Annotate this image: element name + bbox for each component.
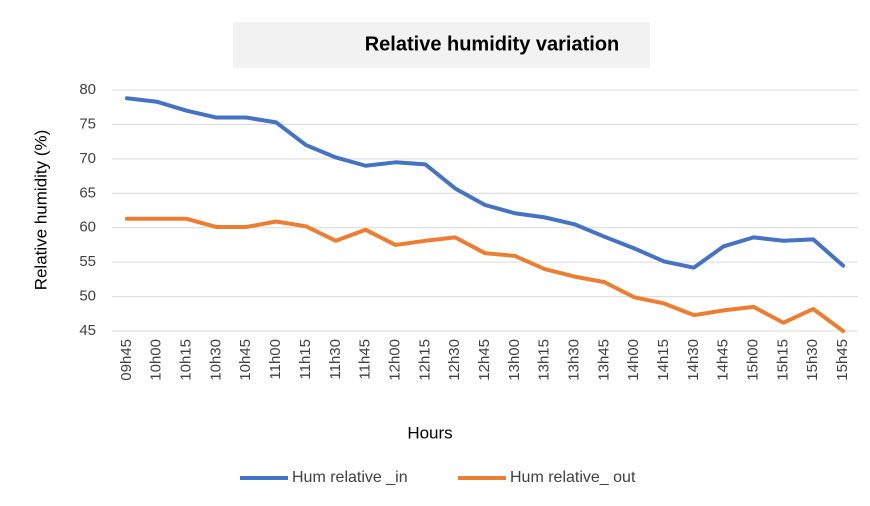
x-tick-label: 10h15 bbox=[178, 339, 195, 381]
x-tick-label: 14h15 bbox=[655, 339, 672, 381]
x-tick-label: 13h15 bbox=[536, 339, 553, 381]
x-tick-label: 12h45 bbox=[476, 339, 493, 381]
x-tick-label: 10h45 bbox=[237, 339, 254, 381]
x-tick-label: 13h00 bbox=[506, 339, 523, 381]
x-tick-label: 15h30 bbox=[804, 339, 821, 381]
x-axis-label: Hours bbox=[407, 423, 452, 442]
y-tick-label: 55 bbox=[79, 253, 96, 270]
legend-label: Hum relative _in bbox=[292, 469, 408, 486]
title-box bbox=[233, 22, 650, 68]
y-tick-label: 50 bbox=[79, 288, 96, 305]
x-tick-label: 11h15 bbox=[297, 339, 314, 380]
x-tick-label: 14h30 bbox=[685, 339, 702, 381]
x-tick-label: 09h45 bbox=[118, 339, 135, 381]
y-tick-label: 65 bbox=[79, 184, 96, 201]
y-tick-label: 45 bbox=[79, 322, 96, 339]
y-tick-label: 70 bbox=[79, 150, 96, 167]
legend-label: Hum relative_ out bbox=[510, 469, 636, 486]
x-tick-label: 15h15 bbox=[774, 339, 791, 381]
x-tick-label: 12h00 bbox=[386, 339, 403, 381]
y-tick-label: 60 bbox=[79, 219, 96, 236]
x-tick-label: 10h30 bbox=[207, 339, 224, 381]
x-tick-label: 10h00 bbox=[148, 339, 165, 381]
x-tick-label: 11h45 bbox=[357, 339, 374, 380]
x-tick-label: 13h45 bbox=[595, 339, 612, 381]
x-tick-label: 12h30 bbox=[446, 339, 463, 381]
y-axis-label: Relative humidity (%) bbox=[31, 130, 50, 291]
x-tick-label: 15h00 bbox=[745, 339, 762, 381]
x-tick-label: 15h45 bbox=[834, 339, 851, 381]
data-line bbox=[124, 216, 846, 333]
x-tick-label: 13h30 bbox=[565, 339, 582, 381]
x-tick-label: 11h30 bbox=[327, 339, 344, 380]
chart-title: Relative humidity variation bbox=[365, 33, 620, 55]
x-tick-label: 12h15 bbox=[416, 339, 433, 381]
x-tick-label: 11h00 bbox=[267, 339, 284, 380]
y-tick-label: 80 bbox=[79, 81, 96, 98]
x-tick-label: 14h45 bbox=[715, 339, 732, 381]
x-tick-label: 14h00 bbox=[625, 339, 642, 381]
y-tick-label: 75 bbox=[79, 115, 96, 132]
data-line bbox=[124, 96, 846, 270]
